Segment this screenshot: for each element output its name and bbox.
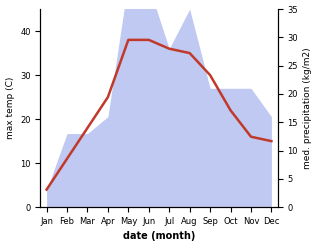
Y-axis label: med. precipitation (kg/m2): med. precipitation (kg/m2): [303, 47, 313, 169]
X-axis label: date (month): date (month): [123, 231, 195, 242]
Y-axis label: max temp (C): max temp (C): [5, 77, 15, 139]
